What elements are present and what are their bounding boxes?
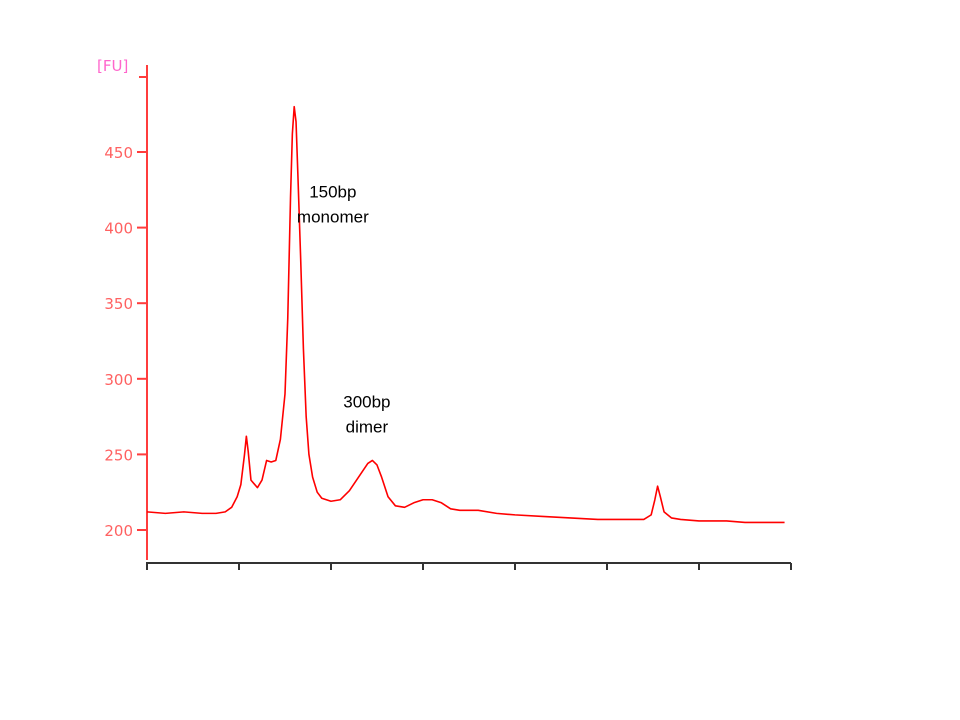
y-tick-label: 400 [104,220,133,238]
annotation-line: 300bp [343,393,390,412]
y-tick-label: 300 [104,371,133,389]
peak-annotation: 150bp monomer [297,182,369,226]
y-axis-unit-label: [FU] [97,57,128,75]
series-group [146,105,785,524]
y-axis: 200 250 300 350 400 450 [FU] [97,57,148,560]
annotation-line: 150bp [309,182,356,201]
y-tick-label: 450 [104,144,133,162]
y-tick-label: 250 [104,446,133,464]
x-axis [146,562,792,570]
annotation-line: dimer [346,418,389,437]
peak-annotation: 300bp dimer [343,393,390,437]
y-tick-label: 350 [104,295,133,313]
y-tick-label: 200 [104,522,133,540]
annotations: 150bp monomer 300bp dimer [297,182,391,436]
series-trace [146,105,785,524]
annotation-line: monomer [297,207,369,226]
